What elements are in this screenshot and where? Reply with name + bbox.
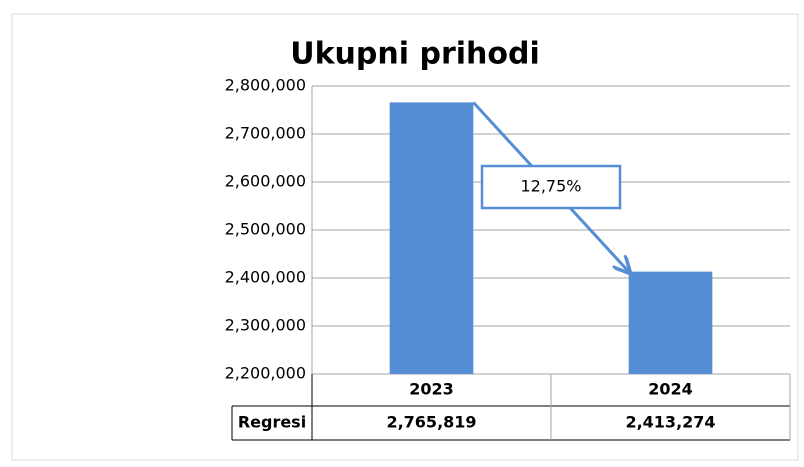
y-tick-label: 2,300,000 <box>225 316 306 335</box>
table-value: 2,765,819 <box>386 413 476 432</box>
y-tick-label: 2,200,000 <box>225 364 306 383</box>
annotation: 12,75% <box>520 177 581 196</box>
y-tick-label: 2,500,000 <box>225 220 306 239</box>
table-value: 2,413,274 <box>625 413 715 432</box>
y-tick-label: 2,400,000 <box>225 268 306 287</box>
y-tick-label: 2,800,000 <box>225 76 306 95</box>
row-header: Regresi <box>238 413 306 432</box>
x-tick-label: 2023 <box>409 380 454 399</box>
bar <box>628 271 713 374</box>
annotation-box <box>480 164 622 210</box>
y-tick-label: 2,700,000 <box>225 124 306 143</box>
bar <box>389 102 474 374</box>
y-tick-label: 2,600,000 <box>225 172 306 191</box>
x-tick-label: 2024 <box>648 380 693 399</box>
chart-title: Ukupni prihodi <box>290 37 540 72</box>
